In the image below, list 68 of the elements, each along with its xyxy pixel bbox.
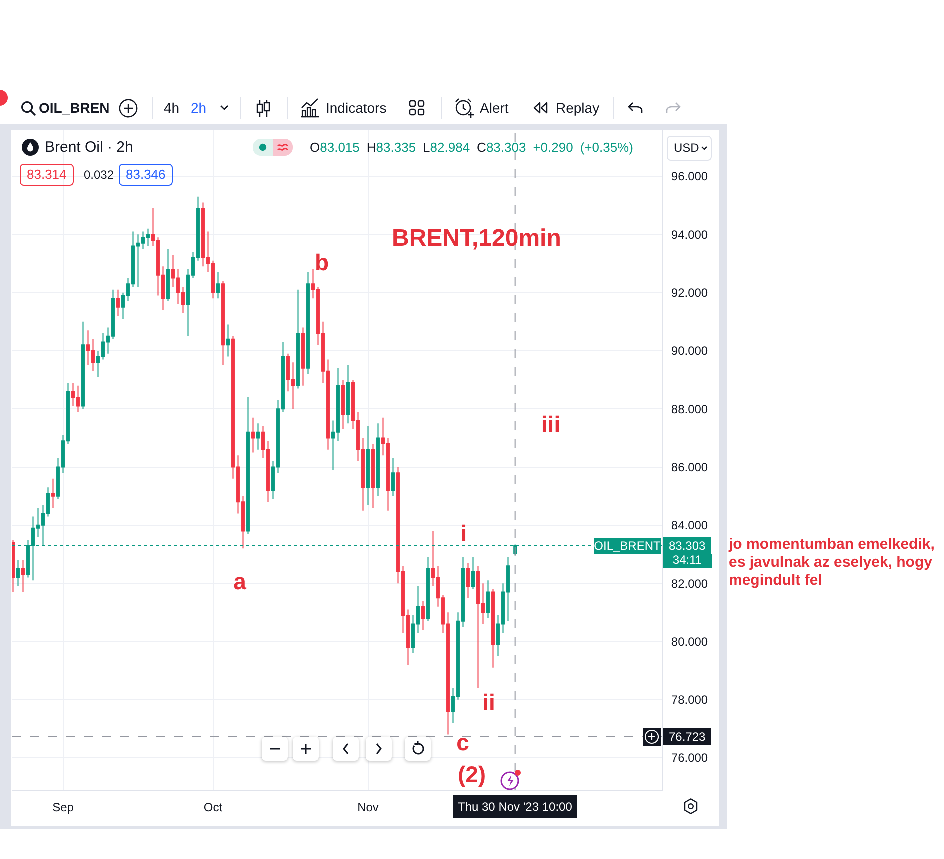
candlestick xyxy=(22,560,25,593)
ref-line-label: 83.303 xyxy=(668,539,706,553)
candlestick xyxy=(366,426,370,506)
candlestick xyxy=(422,600,425,631)
annotation: (2) xyxy=(458,762,486,788)
candlestick xyxy=(372,444,375,508)
y-tick-label: 80.000 xyxy=(671,634,708,649)
annotation: i xyxy=(460,520,468,546)
y-tick-label: 92.000 xyxy=(671,286,708,300)
candlestick xyxy=(466,562,470,599)
annotation: 83.346 xyxy=(119,164,173,186)
y-tick-label: 76.000 xyxy=(671,751,708,766)
candlestick xyxy=(472,556,475,590)
candlestick xyxy=(486,580,490,619)
candlestick xyxy=(252,417,255,454)
text: USD xyxy=(667,136,712,161)
y-tick-label: 82.000 xyxy=(671,576,708,591)
y-tick-label: 78.000 xyxy=(671,693,708,708)
y-tick-label: 96.000 xyxy=(671,170,708,184)
candlestick xyxy=(302,327,305,386)
annotation: 0.032 xyxy=(84,167,114,183)
candlestick xyxy=(376,423,380,497)
y-tick-label: 94.000 xyxy=(671,228,708,242)
text: O83.015 H83.335 L82.984 C83.303 +0.290 (+0.35%) xyxy=(310,140,634,155)
candlestick xyxy=(296,289,300,390)
candlestick xyxy=(342,380,345,430)
ref-line-label: 76.723 xyxy=(668,730,706,744)
text: Indicators xyxy=(326,99,387,117)
text: 34:11 xyxy=(663,553,712,568)
x-tick-label: Nov xyxy=(358,800,379,814)
annotation: BRENT,120min xyxy=(392,225,562,252)
candlestick xyxy=(246,396,250,535)
candlestick xyxy=(12,539,15,593)
candlestick xyxy=(256,423,260,450)
text: Replay xyxy=(556,99,600,117)
x-tick-label: Sep xyxy=(52,800,74,814)
annotation: 83.314 xyxy=(20,164,74,186)
candlestick xyxy=(116,289,120,317)
candlestick xyxy=(222,280,225,366)
candlestick xyxy=(226,324,230,358)
ref-line-label: Thu 30 Nov '23 10:00 xyxy=(458,800,573,814)
candlestick xyxy=(306,272,310,375)
annotation: iii xyxy=(541,412,561,438)
candlestick xyxy=(16,560,20,587)
text: 2h xyxy=(191,99,207,117)
y-tick-label: 88.000 xyxy=(671,402,708,416)
text: 4h xyxy=(164,99,180,117)
text: Alert xyxy=(480,99,509,117)
candlestick xyxy=(492,588,495,668)
text: OIL_BREN xyxy=(39,99,110,117)
annotation: c xyxy=(456,730,470,756)
candlestick xyxy=(346,365,350,424)
text: jo momentumban emelkedik, es javulnak az eselyek, hogy megindult fel xyxy=(729,536,936,590)
annotation: ii xyxy=(482,690,496,716)
y-tick-label: 86.000 xyxy=(671,460,708,474)
candlestick xyxy=(82,321,85,410)
annotation: b xyxy=(314,250,330,276)
text: Brent Oil · 2h xyxy=(45,139,134,157)
candlestick xyxy=(166,248,170,302)
x-tick-label: Oct xyxy=(204,800,224,814)
annotation: OIL_BRENT xyxy=(594,538,661,554)
candlestick xyxy=(426,556,430,622)
candlestick xyxy=(216,272,220,300)
candlestick xyxy=(52,478,55,508)
annotation: a xyxy=(234,568,246,594)
y-tick-label: 84.000 xyxy=(671,518,708,533)
y-tick-label: 90.000 xyxy=(671,344,708,358)
candlestick xyxy=(392,458,395,497)
